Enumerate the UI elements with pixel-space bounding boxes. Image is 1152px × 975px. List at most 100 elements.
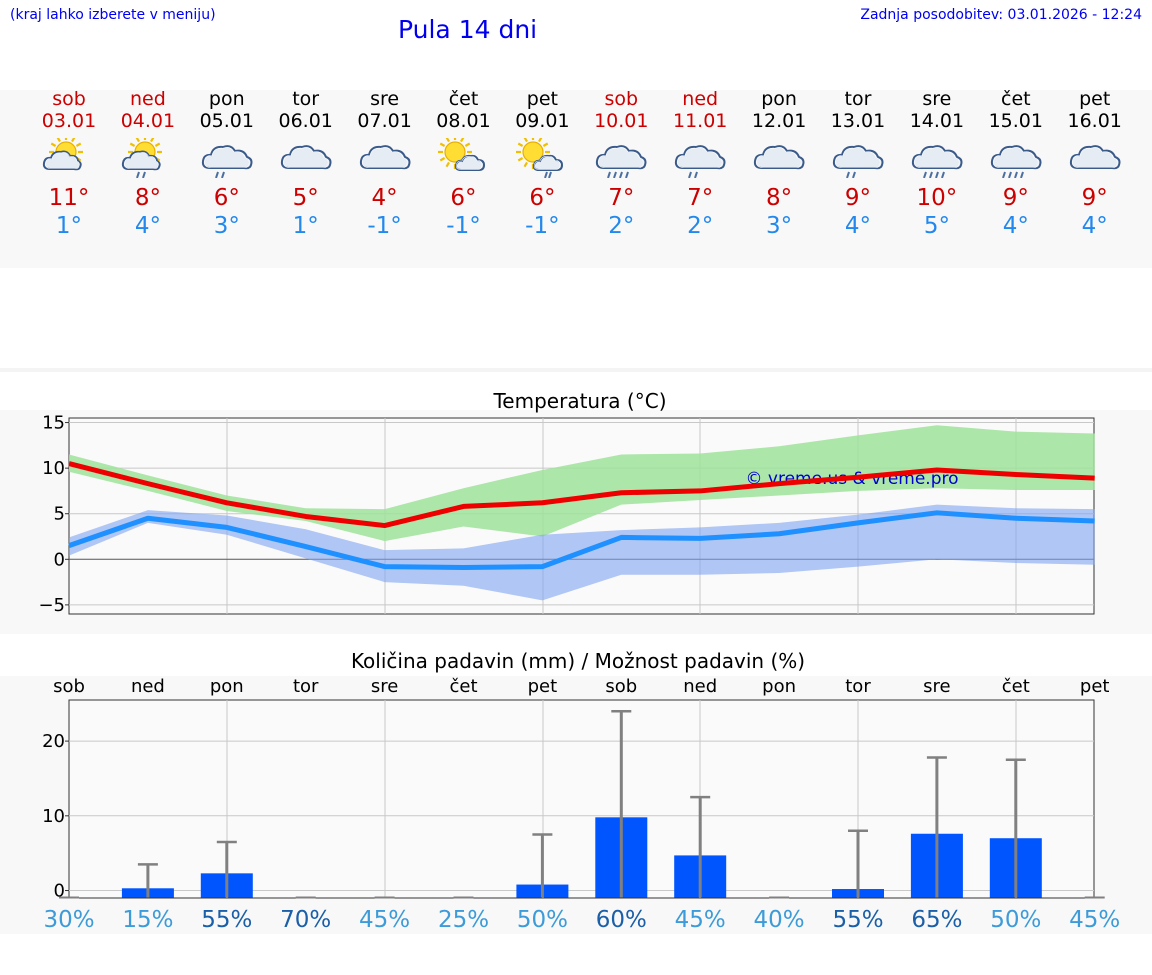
day-min-temp: 4° <box>134 213 161 239</box>
category-label: pet <box>528 676 558 697</box>
category-label: čet <box>1002 676 1030 697</box>
precipitation-chance: 45% <box>359 907 410 933</box>
temperature-chart-title: Temperatura (°C) <box>492 389 666 413</box>
precipitation-chance: 60% <box>596 907 647 933</box>
cloud-icon <box>359 145 411 170</box>
y-tick-label: 10 <box>42 806 65 827</box>
cloud-icon <box>753 145 805 170</box>
precipitation-chance: 45% <box>1069 907 1120 933</box>
day-max-temp: 9° <box>1002 185 1029 211</box>
cloud-rain-icon <box>832 145 884 178</box>
precipitation-chart-title: Količina padavin (mm) / Možnost padavin … <box>351 649 805 673</box>
day-column: sob 10.01 7° 2° <box>582 88 660 240</box>
precipitation-chance: 50% <box>990 907 1041 933</box>
partly-cloudy-rain-icon <box>121 138 162 178</box>
day-column: čet 08.01 6° -1° <box>425 88 503 240</box>
cloud-heavy-rain-icon <box>596 145 647 178</box>
category-label: tor <box>293 676 319 697</box>
day-column: ned 11.01 7° 2° <box>661 88 739 240</box>
day-name: pet <box>1079 88 1111 110</box>
day-max-temp: 10° <box>916 185 958 211</box>
max-temp-line <box>68 461 1095 529</box>
precipitation-chance: 50% <box>517 907 568 933</box>
category-label: ned <box>683 676 717 697</box>
day-column: ned 04.01 8° 4° <box>109 88 187 240</box>
category-label: tor <box>845 676 871 697</box>
day-name: sob <box>52 88 86 110</box>
cloud-icon <box>1069 145 1121 170</box>
day-column: čet 15.01 9° 4° <box>977 88 1055 240</box>
day-date: 12.01 <box>751 110 807 132</box>
cloud-heavy-rain-icon <box>911 145 963 178</box>
y-tick-label: 5 <box>54 504 65 525</box>
day-min-temp: 2° <box>608 213 635 239</box>
day-name: sre <box>370 88 400 110</box>
precipitation-chance: 65% <box>911 907 962 933</box>
day-date: 14.01 <box>909 110 965 132</box>
day-max-temp: 4° <box>371 185 398 211</box>
precipitation-chance: 55% <box>201 907 252 933</box>
category-label: sob <box>605 676 637 697</box>
day-min-temp: 4° <box>844 213 872 239</box>
day-max-temp: 8° <box>134 185 161 211</box>
page-title: Pula 14 dni <box>398 15 538 44</box>
day-date: 13.01 <box>830 110 886 132</box>
day-min-temp: 3° <box>766 213 793 239</box>
category-label: pet <box>1080 676 1110 697</box>
day-max-temp: 6° <box>529 185 556 211</box>
day-max-temp: 7° <box>687 185 714 211</box>
day-column: pon 12.01 8° 3° <box>740 88 818 240</box>
day-min-temp: 4° <box>1081 213 1108 239</box>
y-tick-label: −5 <box>38 595 65 616</box>
day-min-temp: -1° <box>525 213 560 239</box>
precipitation-chart: Količina padavin (mm) / Možnost padavin … <box>42 649 1120 933</box>
day-name: pon <box>761 88 797 110</box>
day-column: sre 14.01 10° 5° <box>898 88 976 240</box>
category-label: sob <box>53 676 85 697</box>
day-date: 05.01 <box>199 110 254 132</box>
day-min-temp: -1° <box>367 213 402 239</box>
day-max-temp: 6° <box>213 185 240 211</box>
day-max-temp: 9° <box>844 185 872 211</box>
max-range-band <box>69 425 1095 542</box>
sun-cloud-rain-icon <box>516 138 564 178</box>
day-max-temp: 11° <box>48 185 90 211</box>
day-date: 07.01 <box>357 110 412 132</box>
day-min-temp: 3° <box>213 213 240 239</box>
day-date: 16.01 <box>1067 110 1122 132</box>
y-tick-label: 20 <box>42 731 65 752</box>
category-label: sre <box>923 676 950 697</box>
day-column: tor 13.01 9° 4° <box>819 88 897 240</box>
cloud-icon <box>280 145 332 170</box>
day-column: sre 07.01 4° -1° <box>346 88 424 240</box>
category-label: sre <box>371 676 398 697</box>
day-max-temp: 7° <box>608 185 635 211</box>
category-label: pon <box>762 676 796 697</box>
y-tick-label: 0 <box>54 549 65 570</box>
precipitation-chance: 45% <box>675 907 726 933</box>
day-date: 15.01 <box>988 110 1043 132</box>
day-date: 04.01 <box>120 110 176 132</box>
day-date: 08.01 <box>436 110 491 132</box>
day-name: čet <box>448 88 479 110</box>
day-max-temp: 6° <box>450 185 477 211</box>
day-min-temp: 4° <box>1002 213 1029 239</box>
min-temp-line <box>68 510 1095 571</box>
day-date: 09.01 <box>515 110 570 132</box>
category-label: čet <box>449 676 477 697</box>
day-column: pet 16.01 9° 4° <box>1056 88 1134 240</box>
last-updated: Zadnja posodobitev: 03.01.2026 - 12:24 <box>860 7 1142 23</box>
day-name: pet <box>526 88 558 110</box>
day-name: sob <box>604 88 639 110</box>
day-column: tor 06.01 5° 1° <box>267 88 345 240</box>
forecast-band <box>0 90 1152 268</box>
day-max-temp: 9° <box>1081 185 1108 211</box>
day-date: 03.01 <box>41 110 97 132</box>
day-name: sre <box>922 88 952 110</box>
day-min-temp: 1° <box>292 213 319 239</box>
partly-cloudy-icon <box>42 138 83 171</box>
day-name: ned <box>129 88 166 110</box>
precipitation-chance: 15% <box>122 907 173 933</box>
day-column: pon 05.01 6° 3° <box>188 88 266 240</box>
precipitation-chance: 30% <box>43 907 94 933</box>
